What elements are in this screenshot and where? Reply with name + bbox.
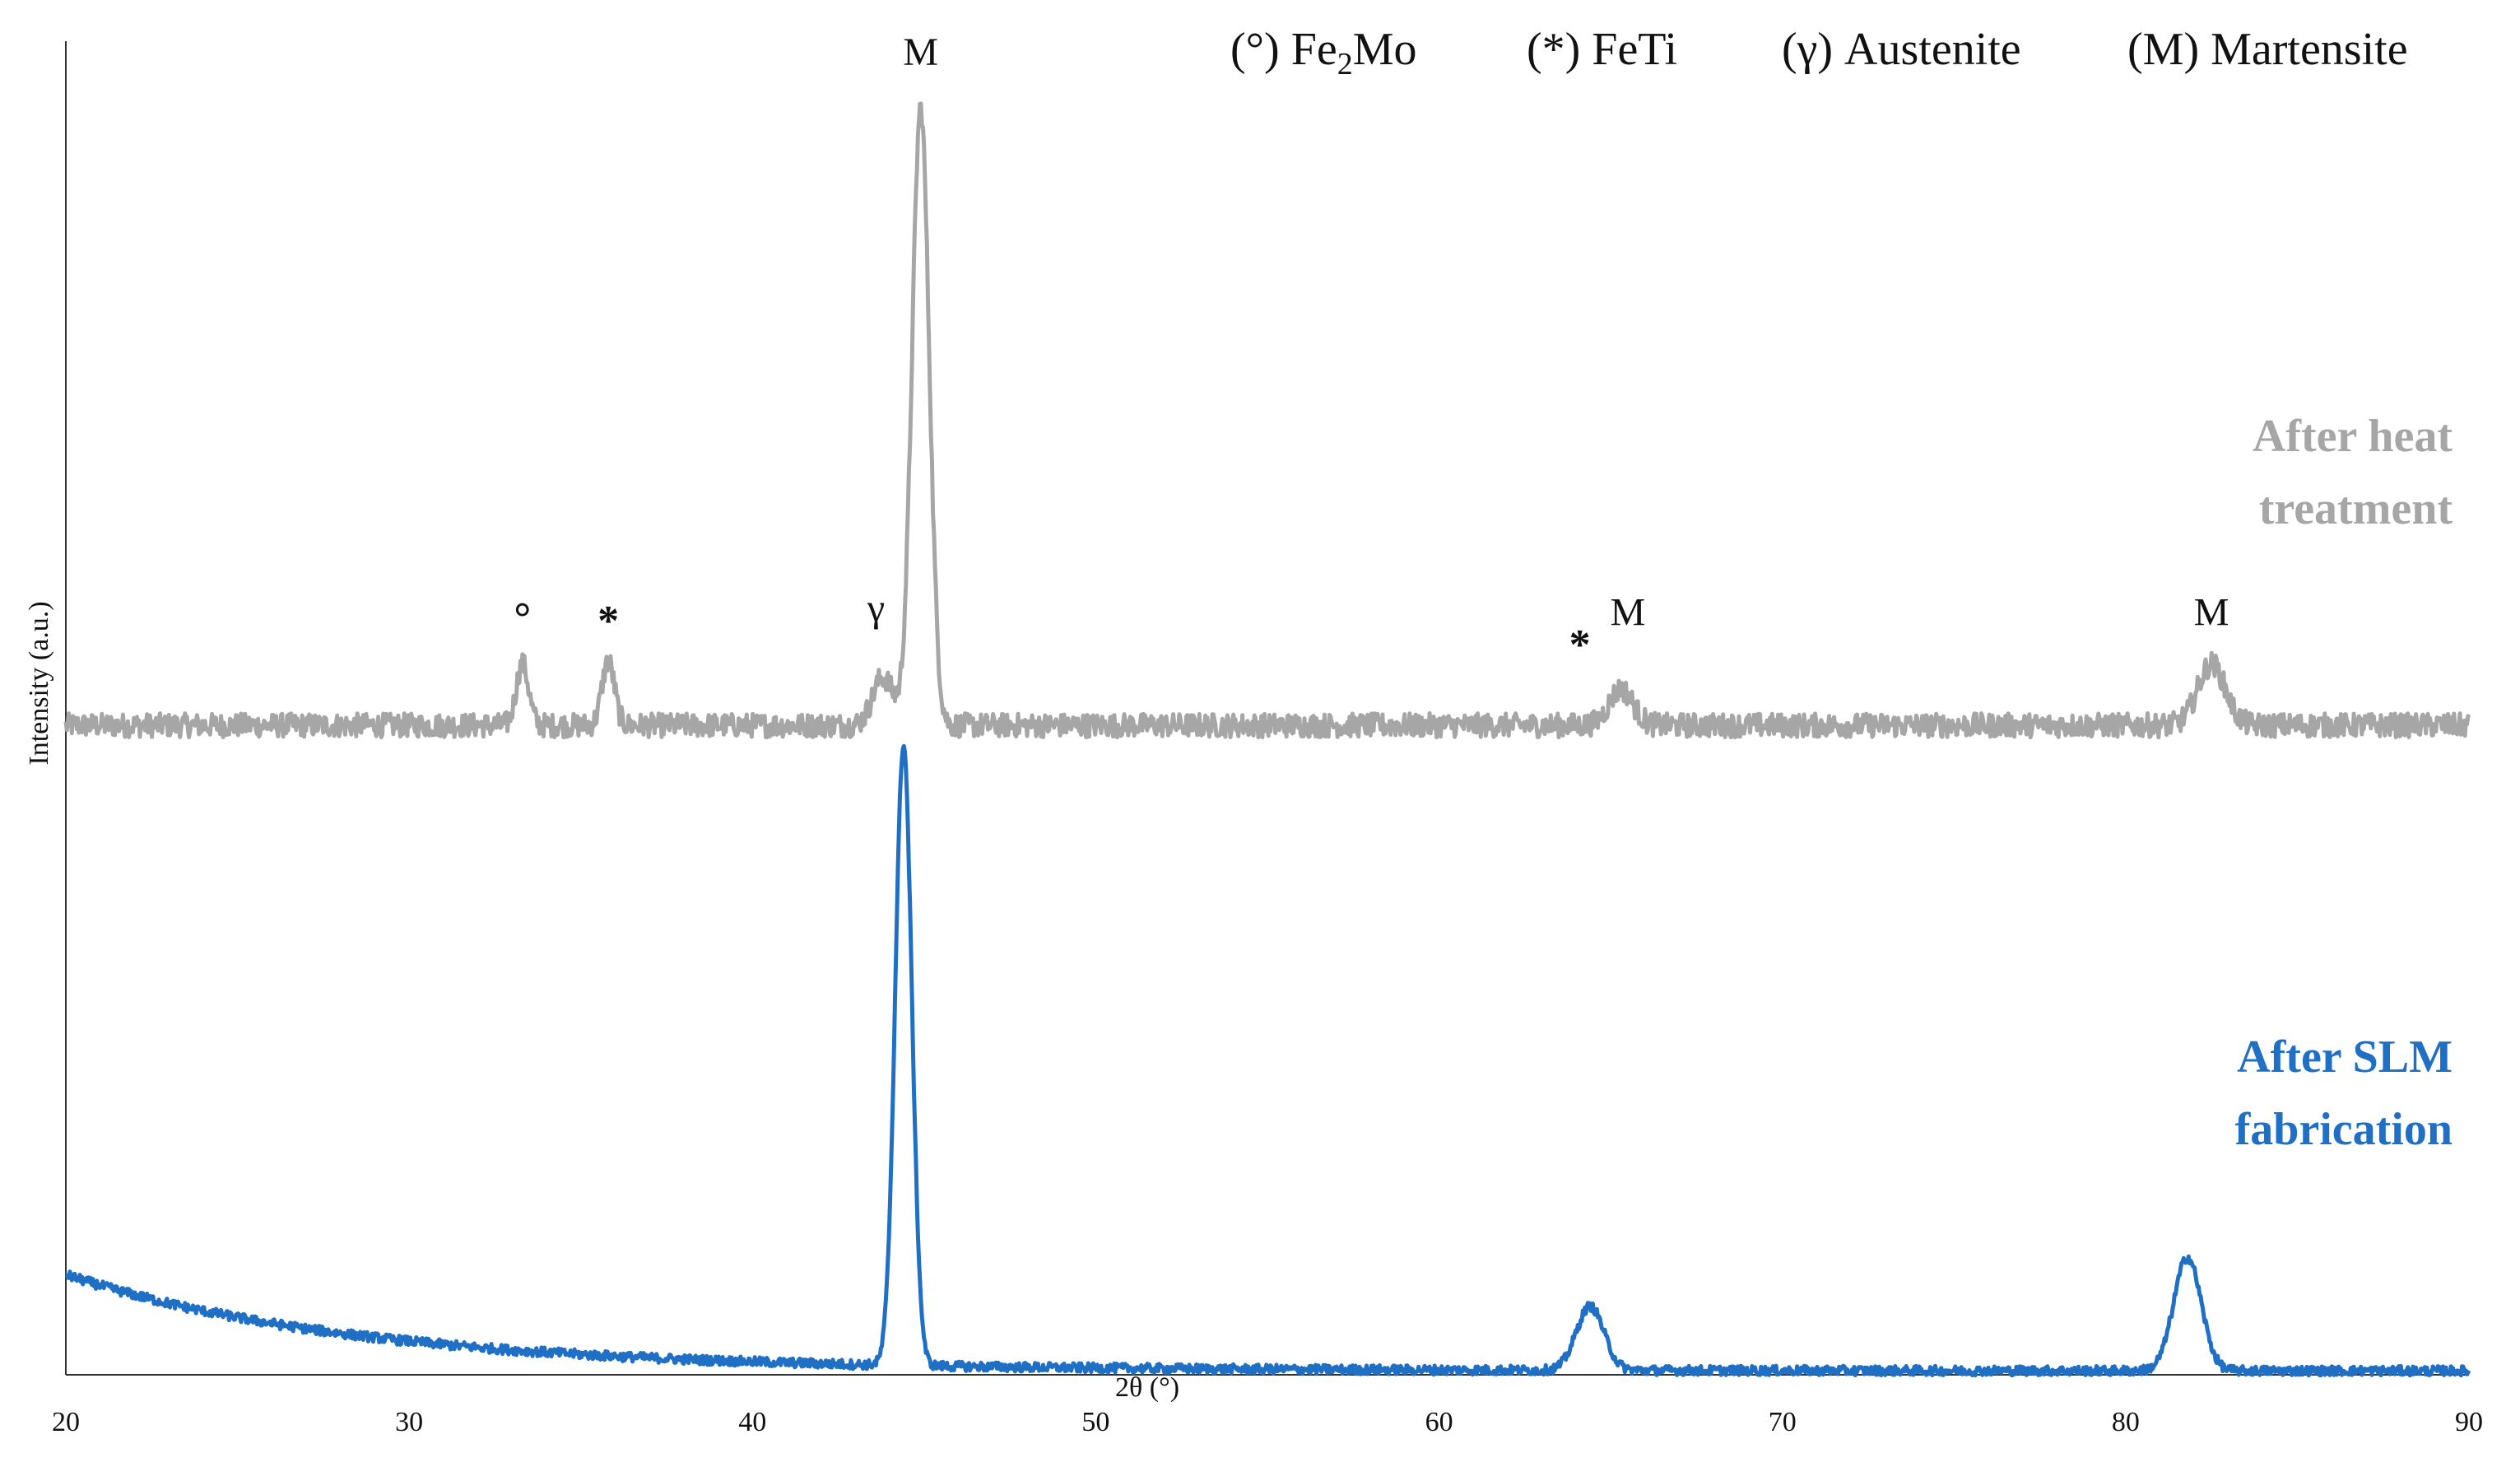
series-label-0: treatment <box>2259 483 2453 534</box>
axes <box>65 41 2469 1376</box>
x-axis-title: 2θ (°) <box>1115 1372 1179 1403</box>
x-tick-label: 80 <box>2112 1407 2140 1437</box>
peak-annotation: γ <box>867 587 885 631</box>
series-label-0: After heat <box>2253 411 2453 462</box>
legend-entry: (M) Martensite <box>2127 24 2408 75</box>
legend-entry: (*) FeTi <box>1527 24 1677 75</box>
x-tick-labels: 20 30 40 50 60 70 80 90 <box>52 1407 2483 1437</box>
peak-annotation: M <box>1611 591 1646 635</box>
series-line-1 <box>64 743 2471 1378</box>
series-layer <box>63 101 2471 1378</box>
peak-annotations: ° * γ M * M M <box>514 30 2229 668</box>
peak-annotation: ° <box>514 595 531 642</box>
x-tick-label: 30 <box>395 1407 423 1437</box>
x-tick-label: 60 <box>1425 1407 1453 1437</box>
series-labels: After heat treatment After SLM fabrication <box>2235 411 2453 1155</box>
peak-annotation: * <box>1569 622 1591 668</box>
series-label-1: After SLM <box>2237 1032 2453 1083</box>
peak-annotation: M <box>2194 591 2229 635</box>
series-label-1: fabrication <box>2235 1104 2453 1155</box>
legend-entry: (°) Fe2Mo <box>1230 24 1417 82</box>
legend: (°) Fe2Mo (*) FeTi (γ) Austenite (M) Marten… <box>1230 24 2408 82</box>
peak-annotation: M <box>903 30 938 74</box>
x-tick-label: 90 <box>2455 1407 2483 1437</box>
legend-entry: (γ) Austenite <box>1782 24 2021 75</box>
x-tick-label: 70 <box>1769 1407 1797 1437</box>
x-tick-label: 50 <box>1081 1407 1109 1437</box>
y-axis-title: Intensity (a.u.) <box>24 601 54 765</box>
series-line-0 <box>63 101 2471 740</box>
x-tick-label: 40 <box>738 1407 766 1437</box>
peak-annotation: * <box>597 598 619 645</box>
x-tick-label: 20 <box>52 1407 80 1437</box>
